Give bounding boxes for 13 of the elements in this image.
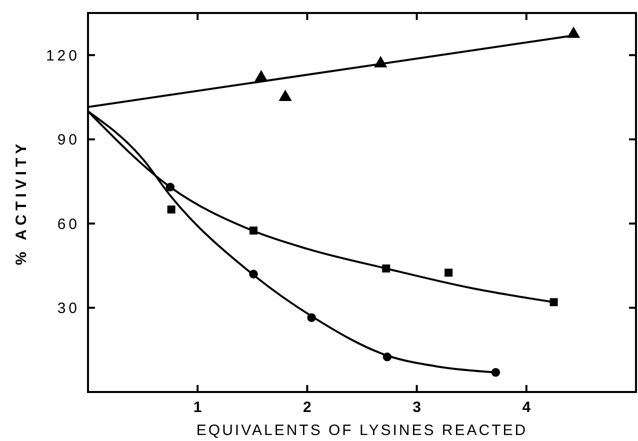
y-tick-label: 90	[57, 132, 80, 149]
x-tick-label: 2	[303, 399, 312, 416]
y-axis-title: % ACTIVITY	[13, 140, 30, 266]
x-tick-label: 4	[522, 399, 532, 416]
y-tick-label: 120	[46, 47, 80, 64]
y-tick-label: 60	[57, 216, 80, 233]
x-tick-label: 3	[412, 399, 421, 416]
x-tick-label: 1	[193, 399, 202, 416]
x-axis-title: EQUIVALENTS OF LYSINES REACTED	[196, 422, 528, 439]
point	[278, 90, 292, 102]
point	[444, 268, 453, 277]
point	[167, 206, 176, 214]
y-tick-label: 30	[57, 300, 80, 318]
